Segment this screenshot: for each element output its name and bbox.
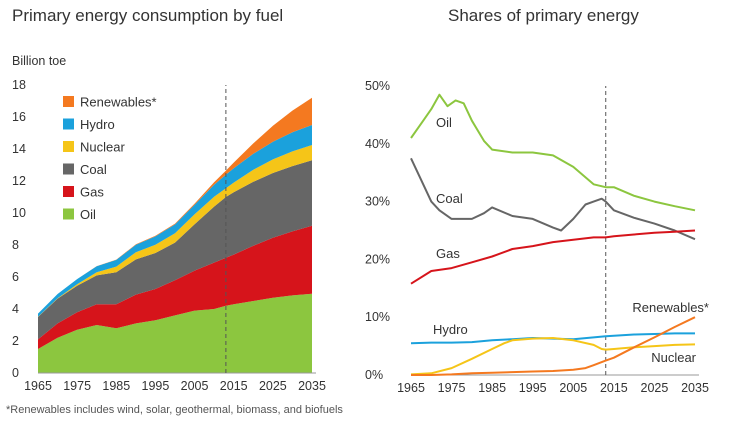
left-x-tick-label: 2035: [298, 379, 326, 393]
right-y-tick-label: 10%: [365, 310, 390, 324]
series-label-nuclear: Nuclear: [651, 350, 696, 365]
left-y-tick-label: 10: [12, 206, 26, 220]
left-y-tick-label: 16: [12, 110, 26, 124]
line-coal: [410, 157, 696, 241]
left-y-tick-label: 14: [12, 142, 26, 156]
legend-swatch-nuclear: [63, 141, 74, 152]
right-x-tick-label: 2025: [641, 381, 669, 395]
left-x-tick-label: 2025: [259, 379, 287, 393]
area-renewables: [38, 97, 312, 314]
line-oil: [410, 93, 696, 212]
footnote: *Renewables includes wind, solar, geothe…: [6, 404, 343, 416]
right-y-tick-label: 50%: [365, 79, 390, 93]
right-chart-title: Shares of primary energy: [448, 6, 639, 25]
area-hydro: [38, 125, 312, 317]
area-oil: [38, 293, 312, 373]
series-label-gas: Gas: [436, 246, 460, 261]
legend-label-coal: Coal: [80, 162, 107, 177]
left-y-tick-label: 12: [12, 174, 26, 188]
area-gas: [38, 225, 312, 349]
legend-swatch-renewables: [63, 96, 74, 107]
right-y-tick-label: 40%: [365, 137, 390, 151]
legend-label-renewables: Renewables*: [80, 95, 157, 110]
line-renewables: [411, 316, 696, 376]
area-nuclear: [38, 145, 312, 317]
right-x-tick-label: 1965: [397, 381, 425, 395]
left-x-tick-label: 2005: [181, 379, 209, 393]
series-label-renewables: Renewables*: [632, 300, 709, 315]
right-x-tick-label: 1985: [478, 381, 506, 395]
left-x-tick-label: 1985: [102, 379, 130, 393]
legend-swatch-coal: [63, 163, 74, 175]
left-y-tick-label: 0: [12, 366, 19, 380]
legend-label-nuclear: Nuclear: [80, 140, 125, 155]
left-y-tick-label: 8: [12, 238, 19, 252]
area-coal: [38, 160, 312, 340]
series-label-hydro: Hydro: [433, 322, 468, 337]
legend-label-oil: Oil: [80, 207, 96, 222]
legend-swatch-hydro: [63, 118, 74, 130]
left-y-tick-label: 6: [12, 270, 19, 284]
right-y-tick-label: 30%: [365, 195, 390, 209]
right-y-tick-label: 20%: [365, 252, 390, 266]
right-x-tick-label: 1975: [438, 381, 466, 395]
line-nuclear: [410, 337, 696, 376]
series-label-oil: Oil: [436, 115, 452, 130]
legend-label-gas: Gas: [80, 185, 104, 200]
right-x-tick-label: 1995: [519, 381, 547, 395]
right-x-tick-label: 2015: [600, 381, 628, 395]
left-x-tick-label: 1975: [63, 379, 91, 393]
right-y-tick-label: 0%: [365, 368, 383, 382]
legend-label-hydro: Hydro: [80, 117, 115, 132]
legend-swatch-gas: [63, 186, 74, 197]
left-x-tick-label: 2015: [220, 379, 248, 393]
left-y-tick-label: 2: [12, 334, 19, 348]
right-x-tick-label: 2005: [559, 381, 587, 395]
right-x-tick-label: 2035: [681, 381, 709, 395]
left-x-tick-label: 1995: [142, 379, 170, 393]
legend-swatch-oil: [63, 208, 74, 220]
left-y-tick-label: 4: [12, 302, 19, 316]
line-gas: [410, 229, 696, 285]
left-chart-ylabel: Billion toe: [12, 54, 67, 68]
left-chart-title: Primary energy consumption by fuel: [12, 6, 284, 25]
series-label-coal: Coal: [436, 191, 463, 206]
left-x-tick-label: 1965: [24, 379, 52, 393]
left-y-tick-label: 18: [12, 78, 26, 92]
